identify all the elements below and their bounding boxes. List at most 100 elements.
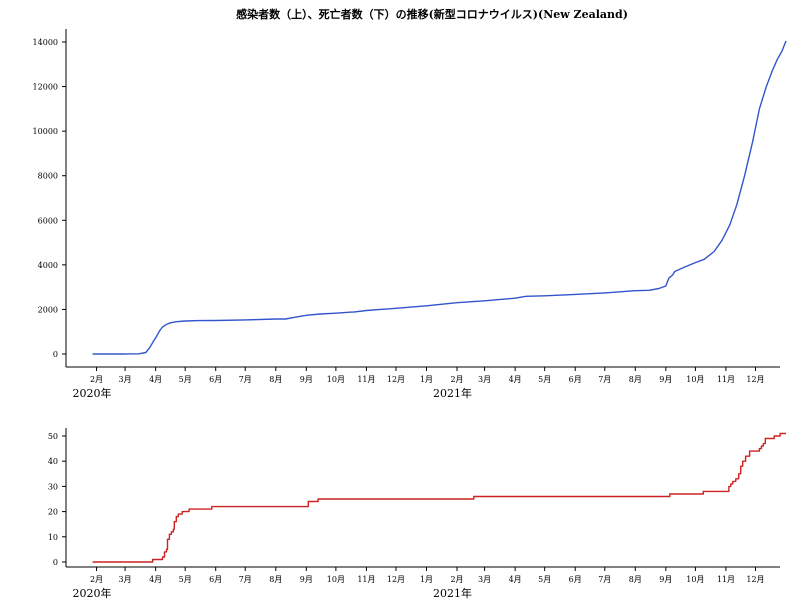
cases-data-point	[544, 295, 545, 296]
cases-data-point	[354, 311, 355, 312]
deaths-data-point	[759, 448, 760, 449]
deaths-data-point	[473, 496, 474, 497]
deaths-data-point	[211, 506, 212, 507]
deaths-data-point	[178, 514, 179, 515]
deaths-x-tick-label: 5月	[179, 575, 192, 584]
cases-data-point	[92, 353, 93, 354]
deaths-series-line	[92, 432, 786, 563]
cases-x-tick-label: 8月	[629, 375, 642, 384]
deaths-data-point	[765, 438, 766, 439]
cases-data-point	[714, 251, 715, 252]
deaths-data-point	[167, 539, 168, 540]
cases-data-point	[306, 315, 307, 316]
deaths-x-tick-label: 3月	[478, 575, 491, 584]
cases-data-point	[320, 313, 321, 314]
cases-data-point	[515, 298, 516, 299]
cases-y-tick-label: 4000	[38, 261, 58, 270]
cases-y-tick-label: 6000	[38, 216, 58, 225]
cases-data-point	[145, 352, 146, 353]
cases-data-point	[349, 312, 350, 313]
deaths-x-tick-label: 2月	[450, 575, 463, 584]
cases-data-point	[198, 320, 199, 321]
cases-data-point	[729, 224, 730, 225]
cases-data-point	[604, 292, 605, 293]
cases-y-tick-label: 0	[53, 350, 58, 359]
deaths-x-tick-label: 3月	[119, 575, 132, 584]
cases-year-label: 2021年	[433, 386, 472, 400]
cases-data-point	[704, 259, 705, 260]
deaths-x-tick-label: 9月	[659, 575, 672, 584]
cases-data-point	[152, 342, 153, 343]
cases-y-tick-label: 2000	[38, 305, 58, 314]
deaths-x-tick-label: 7月	[239, 575, 252, 584]
cases-x-tick-label: 9月	[659, 375, 672, 384]
cases-data-point	[456, 302, 457, 303]
deaths-y-tick-label: 40	[48, 457, 58, 466]
deaths-data-point	[749, 451, 750, 452]
deaths-data-point	[189, 509, 190, 510]
cases-data-point	[138, 353, 139, 354]
cases-data-point	[684, 267, 685, 268]
cases-data-point	[782, 50, 783, 51]
cases-data-point	[484, 300, 485, 301]
cases-data-point	[665, 285, 666, 286]
cases-y-tick-label: 14000	[33, 38, 58, 47]
deaths-data-point	[703, 491, 704, 492]
deaths-data-point	[164, 551, 165, 552]
cases-data-point	[395, 308, 396, 309]
cases-data-point	[649, 290, 650, 291]
deaths-year-label: 2021年	[433, 586, 472, 600]
deaths-x-tick-label: 1月	[420, 575, 433, 584]
cases-x-tick-label: 10月	[686, 375, 704, 384]
deaths-data-point	[738, 473, 739, 474]
cases-x-tick-label: 6月	[209, 375, 222, 384]
cases-panel: 0 2000 4000 6000 8000 10000 12000 14000 2月 3月 4月 5月…	[33, 29, 787, 400]
deaths-x-tick-label: 9月	[300, 575, 313, 584]
cases-data-point	[170, 322, 171, 323]
cases-data-point	[736, 204, 737, 205]
deaths-data-point	[732, 481, 733, 482]
deaths-y-tick-label: 10	[48, 533, 58, 542]
cases-data-point	[744, 175, 745, 176]
cases-x-tick-label: 5月	[538, 375, 551, 384]
deaths-data-point	[92, 561, 93, 562]
deaths-data-point	[166, 549, 167, 550]
cases-data-point	[294, 317, 295, 318]
cases-x-tick-label: 12月	[387, 375, 405, 384]
cases-data-point	[285, 318, 286, 319]
deaths-data-point	[780, 433, 781, 434]
deaths-data-point	[740, 466, 741, 467]
deaths-data-point	[306, 506, 307, 507]
cases-data-point	[695, 262, 696, 263]
deaths-data-point	[169, 534, 170, 535]
cases-data-point	[162, 326, 163, 327]
deaths-panel: 0 10 20 30 40 50 2月 3月 4月 5月 6月 7月 8月 9月 10月 11月 12月 1月 2月…	[48, 428, 786, 600]
deaths-x-tick-label: 6月	[569, 575, 582, 584]
cases-x-tick-label: 4月	[509, 375, 522, 384]
deaths-data-point	[730, 483, 731, 484]
cases-y-tick-label: 8000	[38, 172, 58, 181]
deaths-data-point	[318, 498, 319, 499]
deaths-data-point	[668, 496, 669, 497]
deaths-data-point	[761, 446, 762, 447]
cases-data-point	[759, 108, 760, 109]
cases-data-point	[245, 319, 246, 320]
cases-data-point	[426, 305, 427, 306]
cases-x-tick-label: 11月	[717, 375, 735, 384]
cases-year-label: 2020年	[73, 386, 112, 400]
cases-x-tick-label: 11月	[357, 375, 375, 384]
cases-data-point	[752, 142, 753, 143]
deaths-y-tick-label: 0	[53, 558, 58, 567]
cases-data-point	[674, 271, 675, 272]
deaths-x-tick-label: 5月	[538, 575, 551, 584]
chart-title: 感染者数（上）、死亡者数（下）の推移(新型コロナウイルス)(New Zealan…	[236, 7, 628, 21]
deaths-y-tick-label: 30	[48, 482, 58, 491]
cases-x-tick-label: 3月	[119, 375, 132, 384]
deaths-data-point	[162, 556, 163, 557]
deaths-x-tick-label: 12月	[746, 575, 764, 584]
deaths-data-point	[171, 531, 172, 532]
cases-data-point	[635, 290, 636, 291]
deaths-x-tick-label: 8月	[269, 575, 282, 584]
cases-x-tick-label: 5月	[179, 375, 192, 384]
cases-data-point	[721, 240, 722, 241]
